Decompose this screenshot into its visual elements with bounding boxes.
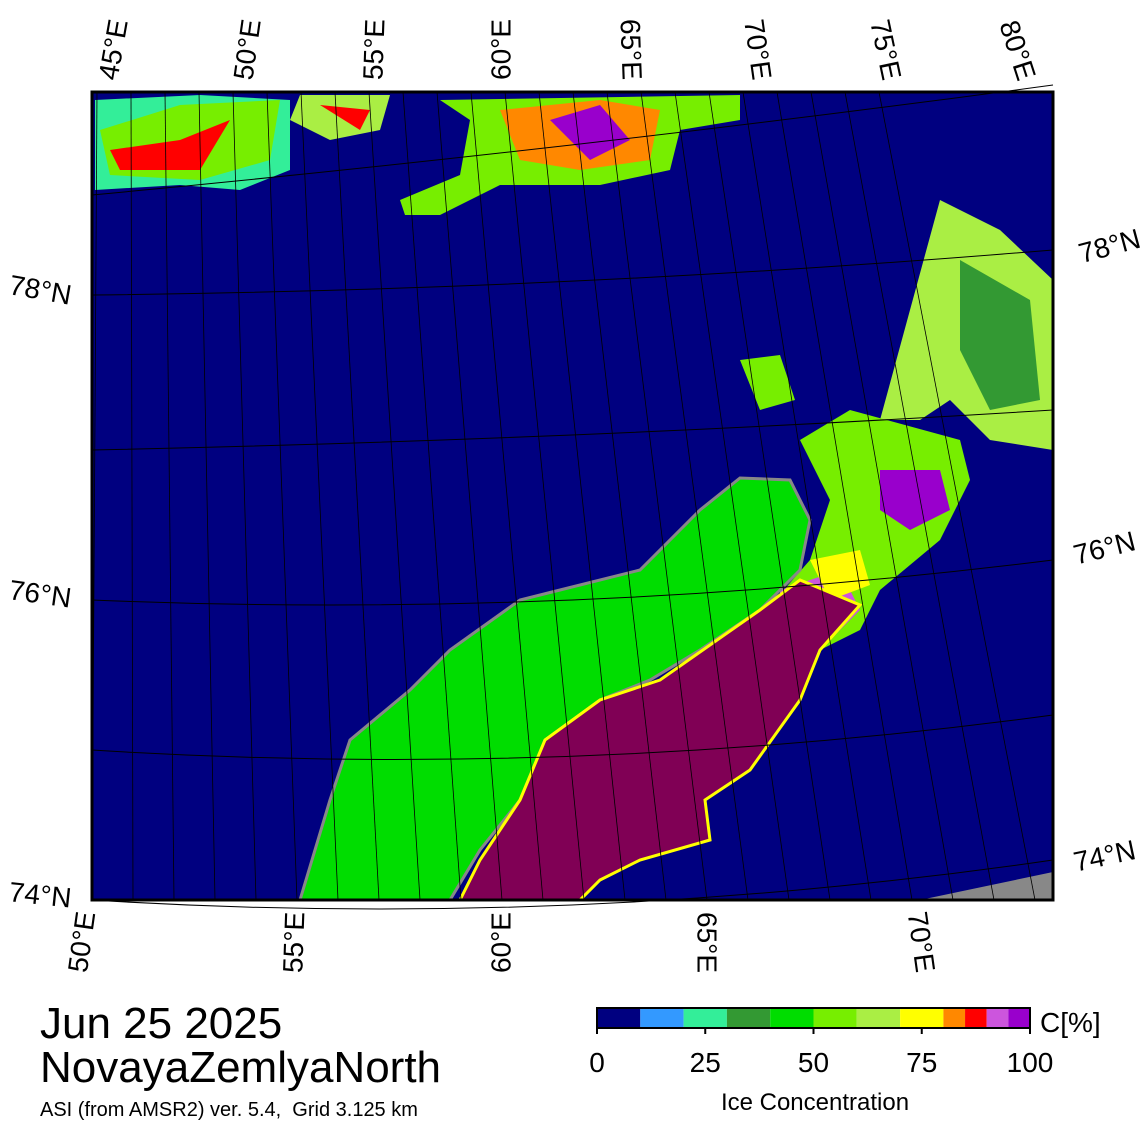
colorbar-segment [1008,1008,1030,1028]
colorbar-tick-label: 25 [690,1047,721,1078]
colorbar-segment [770,1008,814,1028]
coord-label: 75°E [864,17,907,83]
land-corner [920,872,1053,900]
colorbar-tick-label: 50 [798,1047,829,1078]
meridian [232,91,257,901]
coord-label: 45°E [93,17,134,82]
colorbar-segment [986,1008,1009,1028]
colorbar-segment [813,1008,857,1028]
colorbar-segment [726,1008,771,1028]
meridian [266,91,298,901]
meridian [538,91,626,901]
meridian [504,91,585,901]
colorbar-title: Ice Concentration [721,1089,909,1116]
meridian [334,91,380,901]
coord-label: 55°E [277,911,310,973]
meridian [198,91,216,901]
meridian [470,91,544,901]
colorbar-segment [856,1008,901,1028]
coord-label: 76°N [7,574,73,613]
coord-label: 80°E [993,17,1041,85]
meridian [436,91,503,901]
coord-label: 70°E [902,910,941,975]
coord-label: 50°E [62,910,101,975]
date: Jun 25 2025 [40,999,282,1048]
colorbar-segment [900,1008,944,1028]
coord-label: 78°N [1075,223,1143,269]
region: NovayaZemlyaNorth [40,1043,441,1092]
colorbar-tick-label: 75 [906,1047,937,1078]
meridian [844,91,995,901]
coord-label: 74°N [7,876,72,913]
meridian [878,91,1036,901]
meridian [674,91,790,901]
coord-label: 55°E [357,18,390,80]
meridian [300,91,339,901]
coord-label: 65°E [692,912,723,973]
source: ASI (from AMSR2) ver. 5.4, Grid 3.125 km [40,1099,418,1121]
coord-label: 74°N [1071,834,1139,877]
meridian [572,91,667,901]
coord-label: 65°E [614,18,647,80]
meridian [742,91,872,901]
meridian [606,91,708,901]
coord-label: 60°E [485,19,516,80]
kara-sea-ice [457,578,863,902]
meridian [164,91,175,901]
coord-label: 50°E [228,17,267,82]
coord-label: 70°E [738,17,777,82]
colorbar-tick-label: 0 [589,1047,605,1078]
colorbar-segment [943,1008,966,1028]
colorbar-segment [965,1008,987,1028]
map-frame [90,90,1055,902]
colorbar-tick-label: 100 [1007,1047,1054,1078]
colorbar-segment [683,1008,727,1028]
colorbar-segment [640,1008,684,1028]
colorbar-segment [597,1008,641,1028]
meridian [708,91,831,901]
meridian [130,91,134,901]
coord-label: 76°N [1070,525,1138,570]
meridian [640,91,749,901]
coord-label: 60°E [485,912,516,973]
meridian [402,91,462,901]
meridian [776,91,913,901]
meridian [368,91,421,901]
colorbar-unit: C[%] [1040,1007,1101,1038]
coord-label: 78°N [7,269,74,310]
meridian [810,91,954,901]
